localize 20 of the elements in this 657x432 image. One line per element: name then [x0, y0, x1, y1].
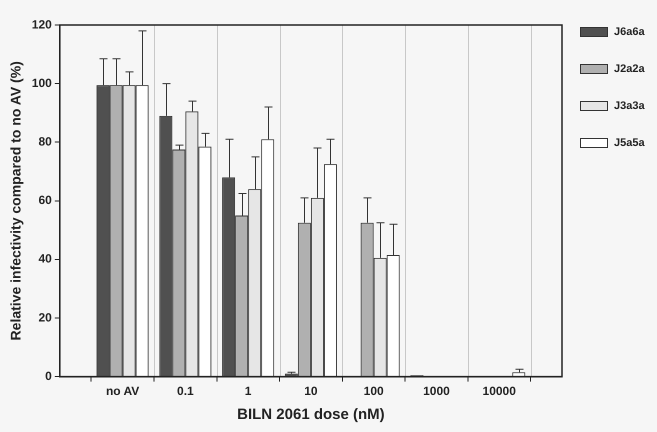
x-tick-label: 1	[244, 384, 252, 398]
y-tick-label: 120	[32, 17, 52, 32]
x-tick-label: 100	[364, 384, 384, 398]
y-tick-label: 0	[45, 368, 52, 383]
legend-label: J5a5a	[614, 137, 645, 149]
x-tick-label: 10000	[482, 384, 516, 398]
x-tick-label: 1000	[423, 384, 450, 398]
x-tick-label: no AV	[106, 384, 140, 398]
legend-label: J3a3a	[614, 100, 645, 112]
y-tick-label: 80	[38, 134, 52, 149]
x-axis-title: BILN 2061 dose (nM)	[237, 406, 385, 424]
legend-label: J6a6a	[614, 26, 645, 38]
y-axis-title: Relative infectivity compared to no AV (%)	[7, 61, 24, 340]
x-tick-label: 10	[304, 384, 318, 398]
y-tick-label: 100	[32, 76, 52, 90]
y-tick-label: 40	[38, 252, 52, 266]
y-tick-label: 60	[38, 193, 52, 208]
x-tick-label: 0.1	[177, 384, 194, 398]
legend-label: J2a2a	[614, 63, 645, 75]
y-tick-label: 20	[38, 310, 52, 324]
